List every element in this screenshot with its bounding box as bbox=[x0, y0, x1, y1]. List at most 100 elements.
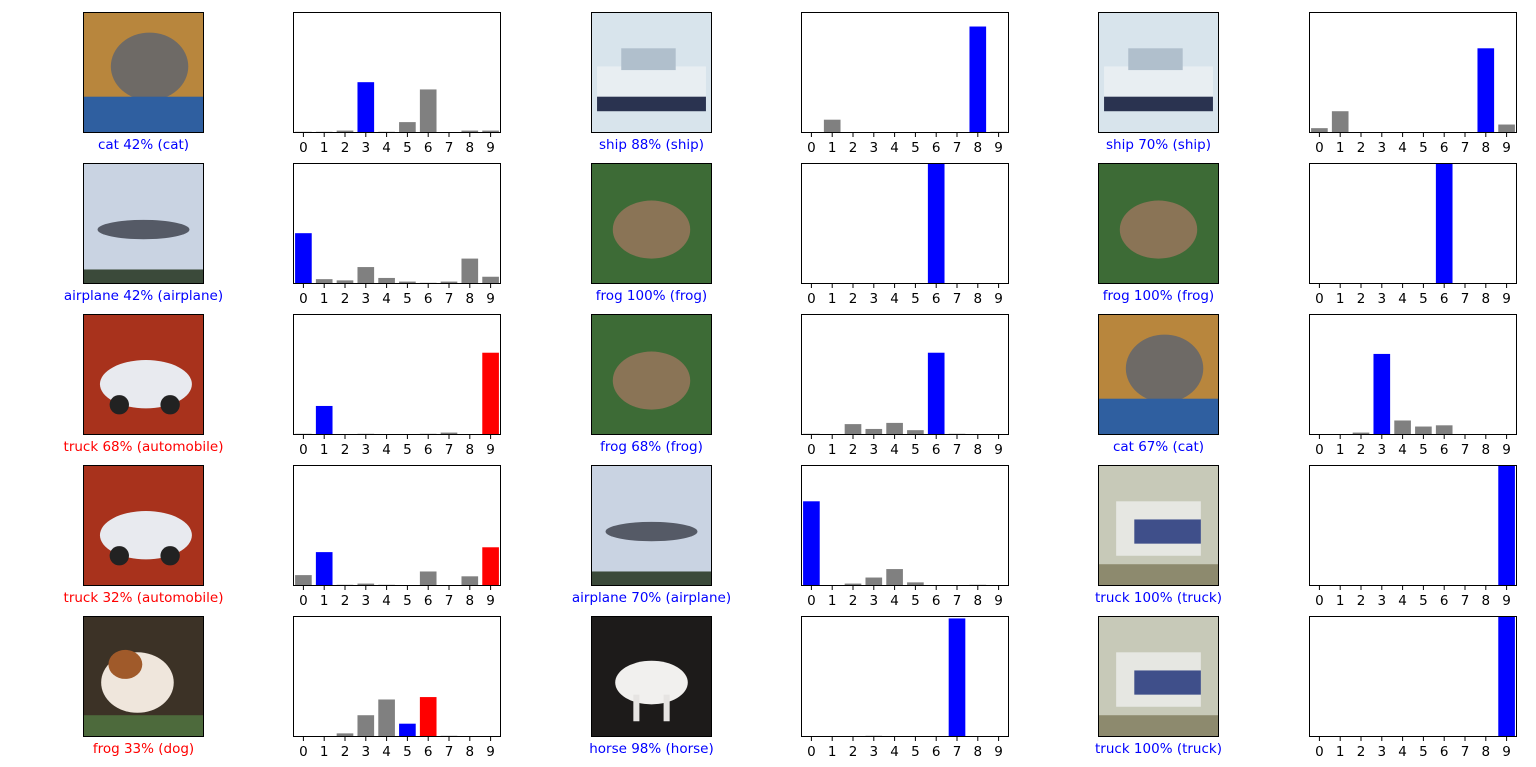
x-tick-label-r5c3-3: 3 bbox=[1378, 744, 1387, 760]
x-tick-label-r3c2-3: 3 bbox=[870, 442, 879, 458]
x-tick-label-r4c2-3: 3 bbox=[870, 593, 879, 609]
x-tick-label-r4c2-0: 0 bbox=[807, 593, 816, 609]
x-tick-label-r4c2-2: 2 bbox=[849, 593, 858, 609]
x-tick-label-r2c1-3: 3 bbox=[362, 291, 371, 307]
x-tick-label-r1c2-8: 8 bbox=[974, 140, 983, 156]
prediction-caption-r2c2: frog 100% (frog) bbox=[596, 288, 707, 304]
bar-r5c1-class-2 bbox=[336, 733, 354, 737]
bar-r4c1-class-9 bbox=[482, 547, 499, 586]
x-tick-label-r1c3-8: 8 bbox=[1482, 140, 1491, 156]
car-photo-icon bbox=[83, 314, 204, 435]
x-tick-label-r4c1-3: 3 bbox=[362, 593, 371, 609]
x-tick-label-r3c2-2: 2 bbox=[849, 442, 858, 458]
bar-r2c1-class-7 bbox=[440, 281, 458, 284]
x-tick-label-r5c1-3: 3 bbox=[362, 744, 371, 760]
x-tick-label-r5c1-6: 6 bbox=[424, 744, 433, 760]
x-tick-label-r2c3-8: 8 bbox=[1482, 291, 1491, 307]
x-tick-label-r1c2-3: 3 bbox=[870, 140, 879, 156]
x-tick-label-r1c1-9: 9 bbox=[486, 140, 495, 156]
plot-frame-r1c3 bbox=[1309, 12, 1517, 133]
x-tick-label-r4c2-5: 5 bbox=[911, 593, 920, 609]
bar-r2c3-class-6 bbox=[1435, 163, 1453, 284]
x-tick-label-r3c3-8: 8 bbox=[1482, 442, 1491, 458]
x-tick-label-r1c3-7: 7 bbox=[1461, 140, 1470, 156]
x-tick-label-r1c3-3: 3 bbox=[1378, 140, 1387, 156]
bar-r3c2-class-2 bbox=[844, 424, 862, 435]
prediction-caption-r4c1: truck 32% (automobile) bbox=[64, 590, 224, 606]
x-tick-label-r4c1-5: 5 bbox=[403, 593, 412, 609]
prediction-caption-r1c3: ship 70% (ship) bbox=[1106, 137, 1211, 153]
x-tick-label-r5c3-5: 5 bbox=[1419, 744, 1428, 760]
x-tick-label-r4c1-9: 9 bbox=[486, 593, 495, 609]
airplane-photo-icon bbox=[83, 163, 204, 284]
bar-r4c2-class-4 bbox=[886, 569, 903, 586]
bar-r3c2-class-4 bbox=[886, 422, 903, 435]
x-tick-label-r2c2-8: 8 bbox=[974, 291, 983, 307]
x-tick-label-r3c2-1: 1 bbox=[828, 442, 837, 458]
bar-r1c1-class-8 bbox=[461, 130, 479, 133]
x-tick-label-r3c1-5: 5 bbox=[403, 442, 412, 458]
x-tick-label-r1c1-7: 7 bbox=[445, 140, 454, 156]
x-tick-label-r4c2-6: 6 bbox=[932, 593, 941, 609]
bar-r4c3-class-9 bbox=[1498, 465, 1515, 586]
frog-photo-icon bbox=[591, 163, 712, 284]
bar-r3c3-class-2 bbox=[1352, 432, 1370, 435]
prediction-caption-r1c1: cat 42% (cat) bbox=[98, 137, 189, 153]
x-tick-label-r4c1-0: 0 bbox=[299, 593, 308, 609]
x-tick-label-r4c3-7: 7 bbox=[1461, 593, 1470, 609]
bar-r3c1-class-1 bbox=[315, 405, 333, 435]
bar-r3c1-class-7 bbox=[440, 432, 458, 435]
bar-r4c1-class-1 bbox=[315, 552, 333, 586]
x-tick-label-r5c2-9: 9 bbox=[994, 744, 1003, 760]
bar-r5c3-class-9 bbox=[1498, 616, 1515, 737]
x-tick-label-r3c1-6: 6 bbox=[424, 442, 433, 458]
bar-r4c2-class-0 bbox=[803, 501, 820, 586]
x-tick-label-r5c3-1: 1 bbox=[1336, 744, 1345, 760]
x-tick-label-r4c2-1: 1 bbox=[828, 593, 837, 609]
x-tick-label-r1c1-6: 6 bbox=[424, 140, 433, 156]
x-tick-label-r3c3-3: 3 bbox=[1378, 442, 1387, 458]
x-tick-label-r5c1-2: 2 bbox=[341, 744, 350, 760]
x-tick-label-r1c2-0: 0 bbox=[807, 140, 816, 156]
x-tick-label-r3c2-0: 0 bbox=[807, 442, 816, 458]
x-tick-label-r5c1-5: 5 bbox=[403, 744, 412, 760]
bar-r3c3-class-5 bbox=[1415, 426, 1432, 435]
x-tick-label-r4c3-6: 6 bbox=[1440, 593, 1449, 609]
x-tick-label-r5c2-7: 7 bbox=[953, 744, 962, 760]
truck-photo-icon bbox=[1098, 616, 1219, 737]
x-tick-label-r2c3-9: 9 bbox=[1502, 291, 1511, 307]
bar-r5c2-class-7 bbox=[948, 618, 966, 737]
x-tick-label-r3c2-4: 4 bbox=[890, 442, 899, 458]
x-tick-label-r4c3-0: 0 bbox=[1315, 593, 1324, 609]
x-tick-label-r4c1-4: 4 bbox=[382, 593, 391, 609]
x-tick-label-r5c3-9: 9 bbox=[1502, 744, 1511, 760]
bar-r5c1-class-5 bbox=[399, 723, 416, 737]
bar-r1c1-class-2 bbox=[336, 130, 354, 133]
x-tick-label-r5c3-7: 7 bbox=[1461, 744, 1470, 760]
x-tick-label-r3c3-0: 0 bbox=[1315, 442, 1324, 458]
x-tick-label-r2c1-9: 9 bbox=[486, 291, 495, 307]
x-tick-label-r1c2-1: 1 bbox=[828, 140, 837, 156]
prediction-caption-r2c3: frog 100% (frog) bbox=[1103, 288, 1214, 304]
bar-r1c3-class-1 bbox=[1331, 111, 1349, 133]
x-tick-label-r3c1-0: 0 bbox=[299, 442, 308, 458]
x-tick-label-r5c2-6: 6 bbox=[932, 744, 941, 760]
x-tick-label-r3c2-8: 8 bbox=[974, 442, 983, 458]
x-tick-label-r4c2-9: 9 bbox=[994, 593, 1003, 609]
x-tick-label-r1c1-2: 2 bbox=[341, 140, 350, 156]
x-tick-label-r5c2-8: 8 bbox=[974, 744, 983, 760]
cat-photo-icon bbox=[83, 12, 204, 133]
x-tick-label-r4c3-3: 3 bbox=[1378, 593, 1387, 609]
x-tick-label-r3c3-1: 1 bbox=[1336, 442, 1345, 458]
x-tick-label-r3c3-4: 4 bbox=[1398, 442, 1407, 458]
plot-frame-r5c1 bbox=[293, 616, 501, 737]
x-tick-label-r1c2-5: 5 bbox=[911, 140, 920, 156]
car-photo-icon bbox=[83, 465, 204, 586]
bar-r2c1-class-1 bbox=[315, 279, 333, 284]
prediction-caption-r2c1: airplane 42% (airplane) bbox=[64, 288, 223, 304]
x-tick-label-r4c2-7: 7 bbox=[953, 593, 962, 609]
